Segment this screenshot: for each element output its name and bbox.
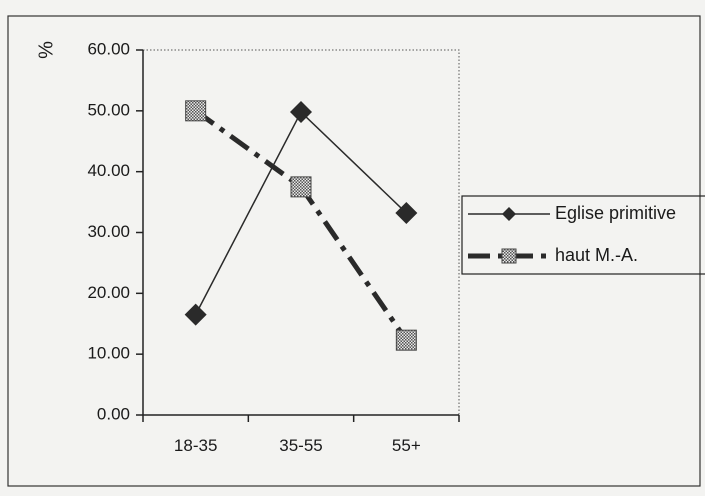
y-tick-label: 10.00 (87, 344, 130, 363)
y-tick-label: 50.00 (87, 100, 130, 119)
y-tick-label: 0.00 (97, 404, 130, 423)
data-point (185, 100, 207, 122)
legend-label: Eglise primitive (555, 203, 676, 223)
y-axis-label: % (35, 41, 57, 59)
data-point (184, 303, 207, 326)
legend-marker (501, 248, 517, 264)
data-point (395, 202, 418, 225)
x-tick-label: 55+ (392, 436, 421, 455)
data-point (290, 176, 312, 198)
x-tick-label: 35-55 (279, 436, 322, 455)
data-point (395, 329, 417, 351)
y-tick-label: 60.00 (87, 39, 130, 58)
series-line-1 (195, 110, 407, 315)
legend-box (461, 195, 705, 275)
chart-frame (7, 15, 701, 487)
series-line-2 (194, 108, 409, 342)
x-tick-label: 18-35 (174, 436, 217, 455)
y-tick-label: 20.00 (87, 283, 130, 302)
legend-marker (502, 207, 516, 221)
legend-label: haut M.-A. (555, 245, 638, 265)
y-tick-label: 30.00 (87, 222, 130, 241)
data-point (290, 101, 312, 124)
y-tick-label: 40.00 (87, 161, 130, 180)
